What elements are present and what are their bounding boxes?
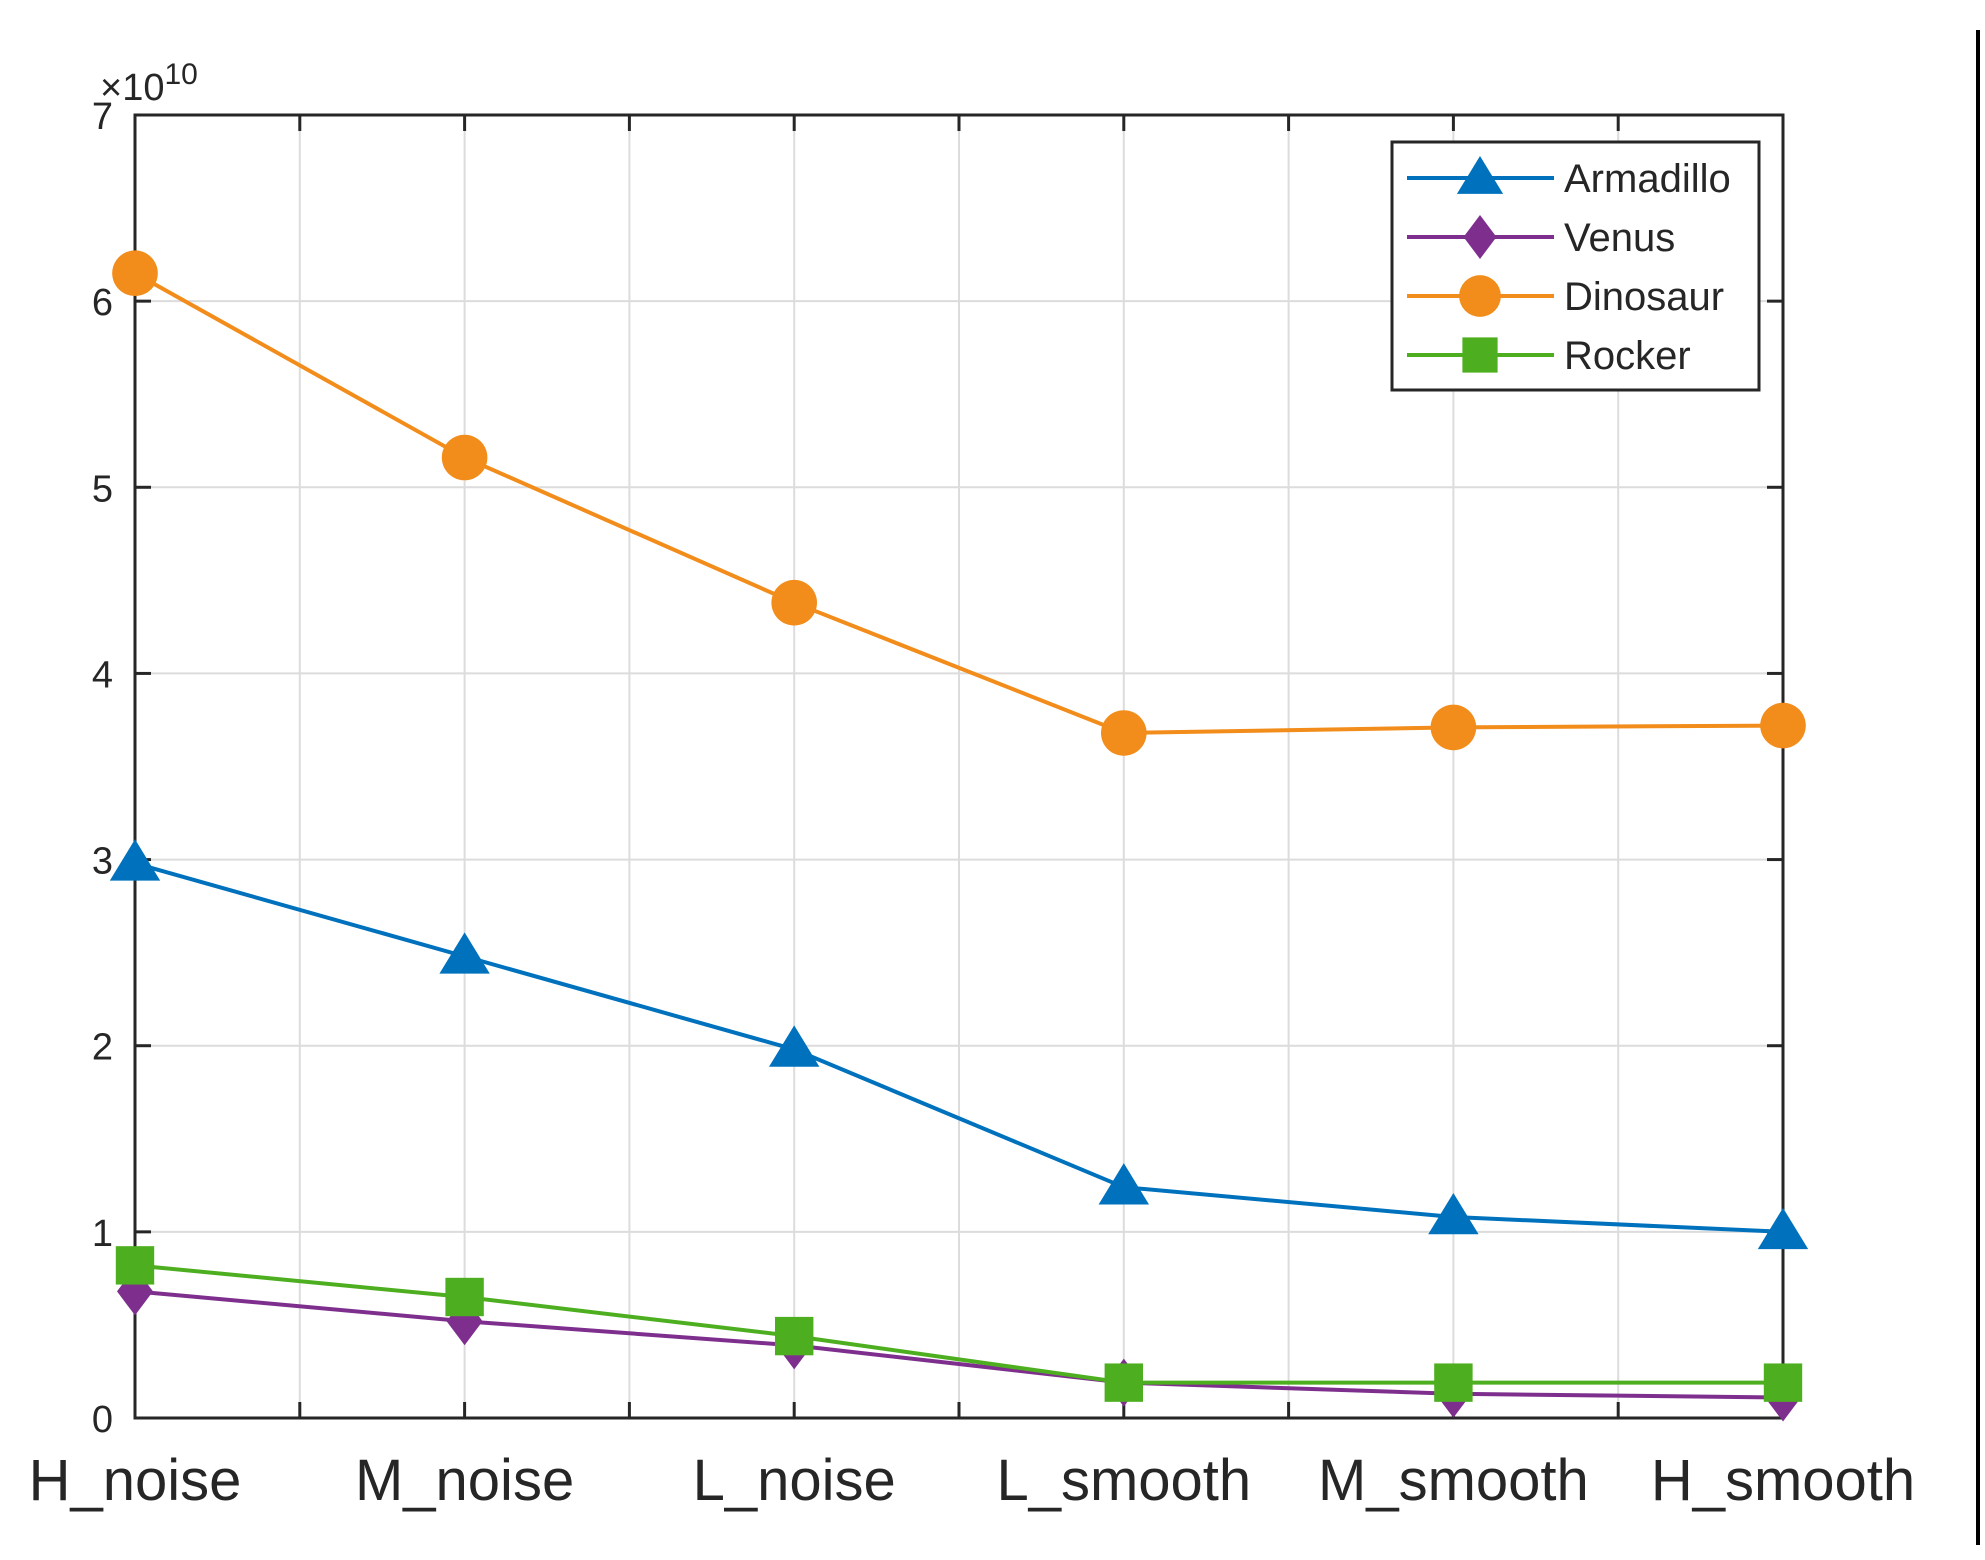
data-point-dinosaur [771,579,817,626]
x-tick-label: M_smooth [1318,1448,1589,1513]
x-tick-labels: H_noise M_noise L_noise L_smooth M_smooth H_s… [29,1448,1916,1513]
series-line-venus [134,1289,1784,1400]
series-dinosaur [112,250,1806,756]
y-tick-label: 3 [92,841,113,883]
y-tick-label: 0 [92,1399,113,1441]
series-armadillo [109,839,1809,1250]
y-tick-label: 4 [92,654,113,696]
x-tick-label: H_smooth [1651,1448,1915,1513]
data-point-rocker [115,1246,155,1285]
data-point-rocker [445,1277,484,1317]
legend-marker-venus [1463,215,1497,259]
legend-item-venus: Venus [1407,215,1675,260]
legend-marker-rocker [1462,337,1498,373]
series-line-armadillo [134,861,1784,1234]
y-exponent-power: 10 [164,58,197,91]
series-rocker [115,1246,1803,1402]
data-point-rocker [1434,1363,1473,1402]
y-exponent-base: ×10 [100,67,164,109]
data-point-dinosaur [112,250,158,297]
data-point-armadillo [1757,1207,1809,1250]
legend-marker-dinosaur [1459,275,1501,317]
legend-item-dinosaur: Dinosaur [1407,275,1724,319]
data-point-dinosaur [1430,704,1477,751]
data-point-rocker [775,1316,814,1356]
legend-label: Armadillo [1564,157,1731,201]
x-tick-label: L_noise [693,1448,896,1513]
x-tick-label: H_noise [29,1448,242,1513]
data-point-armadillo [109,839,161,881]
legend-item-rocker: Rocker [1407,334,1691,378]
series-line-rocker [134,1263,1783,1385]
y-tick-label: 2 [92,1027,113,1069]
x-tick-label: L_smooth [996,1448,1251,1513]
legend-item-armadillo: Armadillo [1407,156,1731,201]
data-point-armadillo [1098,1163,1149,1205]
series-layer [109,250,1809,1422]
data-point-dinosaur [1760,702,1806,749]
y-tick-label: 7 [92,96,113,138]
y-tick-label: 6 [92,282,113,324]
y-tick-label: 5 [92,468,113,510]
y-tick-label: 1 [92,1213,113,1255]
data-point-dinosaur [1101,710,1147,756]
data-point-dinosaur [441,434,488,481]
legend: Armadillo Venus Dinosaur Rocker [1390,140,1761,392]
y-exponent-label: ×1010 [100,58,198,109]
data-point-rocker [1763,1363,1803,1402]
legend-box [1390,140,1761,392]
legend-label: Dinosaur [1564,275,1724,319]
data-point-armadillo [1428,1192,1479,1235]
data-point-rocker [1104,1363,1143,1402]
data-point-armadillo [769,1025,820,1067]
y-tick-labels: 0 1 2 3 4 5 6 7 [92,96,113,1441]
legend-label: Rocker [1564,334,1691,378]
legend-marker-armadillo [1456,156,1504,194]
x-tick-label: M_noise [355,1448,574,1513]
legend-label: Venus [1564,216,1675,260]
series-line-dinosaur [134,271,1784,736]
data-point-armadillo [439,932,490,974]
